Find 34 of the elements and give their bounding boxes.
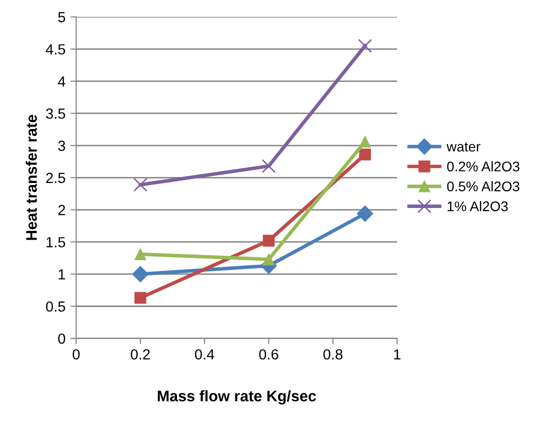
legend-label: 0.5% Al2O3 bbox=[447, 181, 520, 192]
y-tick-label: 0 bbox=[58, 334, 66, 344]
point bbox=[132, 266, 149, 282]
y-tick-label: 5 bbox=[58, 12, 66, 22]
x-tick-label: 0 bbox=[72, 349, 80, 360]
y-tick-label: 4.5 bbox=[46, 44, 66, 54]
x-tick-label: 0.4 bbox=[194, 349, 214, 360]
point bbox=[359, 136, 371, 148]
point bbox=[262, 253, 275, 266]
point bbox=[133, 178, 148, 192]
point bbox=[134, 292, 146, 304]
x-tick-label: 0.6 bbox=[259, 349, 278, 360]
y-tick-label: 2 bbox=[58, 204, 66, 216]
x-axis-title: Mass flow rate Kg/sec bbox=[158, 390, 316, 404]
point bbox=[358, 38, 372, 53]
x-tick-label: 1 bbox=[394, 349, 400, 360]
legend-label: 1% Al2O3 bbox=[448, 201, 508, 212]
point bbox=[356, 205, 374, 222]
point bbox=[359, 148, 371, 160]
point bbox=[262, 159, 276, 174]
y-tick-label: 1.5 bbox=[46, 237, 66, 248]
y-tick-label: 4 bbox=[58, 76, 66, 86]
x-tick-label: 0.2 bbox=[130, 349, 150, 360]
point bbox=[262, 234, 275, 247]
legend-label: 0.2% Al2O3 bbox=[447, 161, 520, 172]
y-tick-label: 3 bbox=[58, 140, 66, 151]
y-axis-title: Heat transfer rate bbox=[26, 114, 37, 240]
y-tick-label: 0.5 bbox=[46, 301, 66, 312]
legend-label: water bbox=[446, 142, 480, 152]
y-tick-label: 2.5 bbox=[46, 172, 66, 184]
y-tick-label: 3.5 bbox=[46, 108, 66, 119]
y-tick-label: 1 bbox=[58, 269, 66, 280]
x-tick-label: 0.8 bbox=[323, 349, 342, 360]
point bbox=[134, 248, 146, 260]
